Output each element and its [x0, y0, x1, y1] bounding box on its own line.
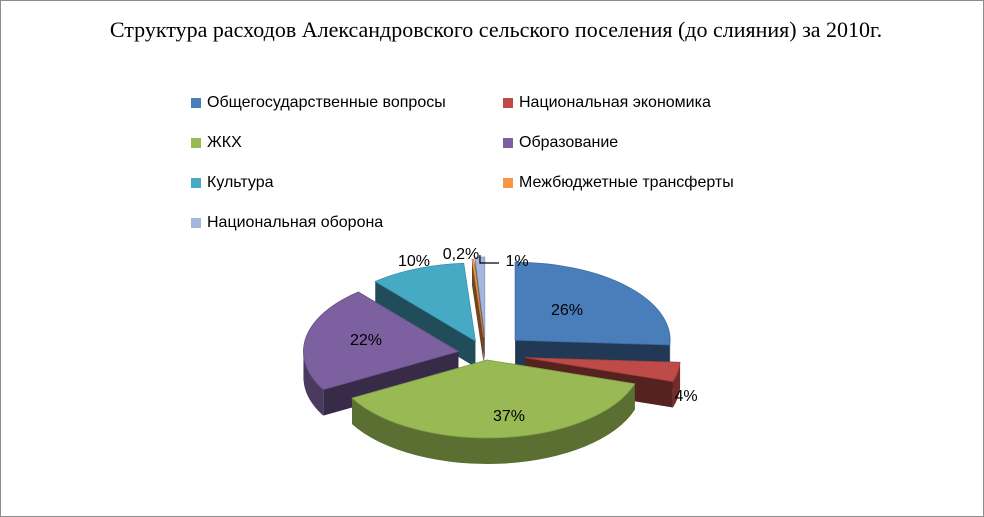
data-label: 26%: [551, 302, 583, 319]
pie-slice-side: [303, 351, 324, 416]
legend-swatch: [191, 98, 201, 108]
legend-item: Национальная оборона: [191, 214, 383, 232]
pie-slice-wall: [375, 281, 476, 368]
data-label: 10%: [398, 253, 430, 270]
legend-label: ЖКХ: [207, 134, 242, 151]
pie-slice: [351, 359, 636, 464]
legend-swatch: [503, 178, 513, 188]
leader-line: [479, 255, 499, 264]
pie-slice-side: [672, 362, 681, 408]
pie-slice: [471, 258, 485, 364]
legend-item: Национальная экономика: [503, 94, 711, 112]
legend-item: Межбюджетные трансферты: [503, 174, 734, 192]
data-label: 1%: [505, 253, 528, 270]
data-label: 22%: [350, 332, 382, 349]
legend-label: Общегосударственные вопросы: [207, 94, 446, 111]
legend-item: Культура: [191, 174, 274, 192]
legend-item: ЖКХ: [191, 134, 242, 152]
legend-label: Культура: [207, 174, 274, 191]
legend-label: Национальная экономика: [519, 94, 711, 111]
legend-label: Образование: [519, 134, 619, 151]
pie-slice-top: [374, 262, 476, 342]
pie-slice-top: [525, 357, 681, 382]
data-label: 0,2%: [443, 246, 479, 263]
pie-slice-top: [514, 261, 671, 346]
chart-title: Структура расходов Александровского сель…: [109, 17, 883, 42]
pie-slice-side: [352, 383, 635, 464]
legend-swatch: [503, 98, 513, 108]
legend-swatch: [503, 138, 513, 148]
legend-swatch: [191, 138, 201, 148]
pie-slice: [374, 262, 476, 368]
legend-item: Общегосударственные вопросы: [191, 94, 446, 112]
pie-slice: [514, 261, 671, 371]
pie-slice-top: [351, 359, 636, 439]
data-label: 4%: [674, 388, 697, 405]
legend-swatch: [191, 218, 201, 228]
data-label: 37%: [493, 408, 525, 425]
legend-label: Национальная оборона: [207, 214, 384, 231]
legend-label: Межбюджетные трансферты: [519, 174, 734, 191]
pie-slice-top: [471, 258, 485, 338]
legend-item: Образование: [503, 134, 618, 152]
pie-slice-top: [303, 291, 460, 391]
legend-swatch: [191, 178, 201, 188]
